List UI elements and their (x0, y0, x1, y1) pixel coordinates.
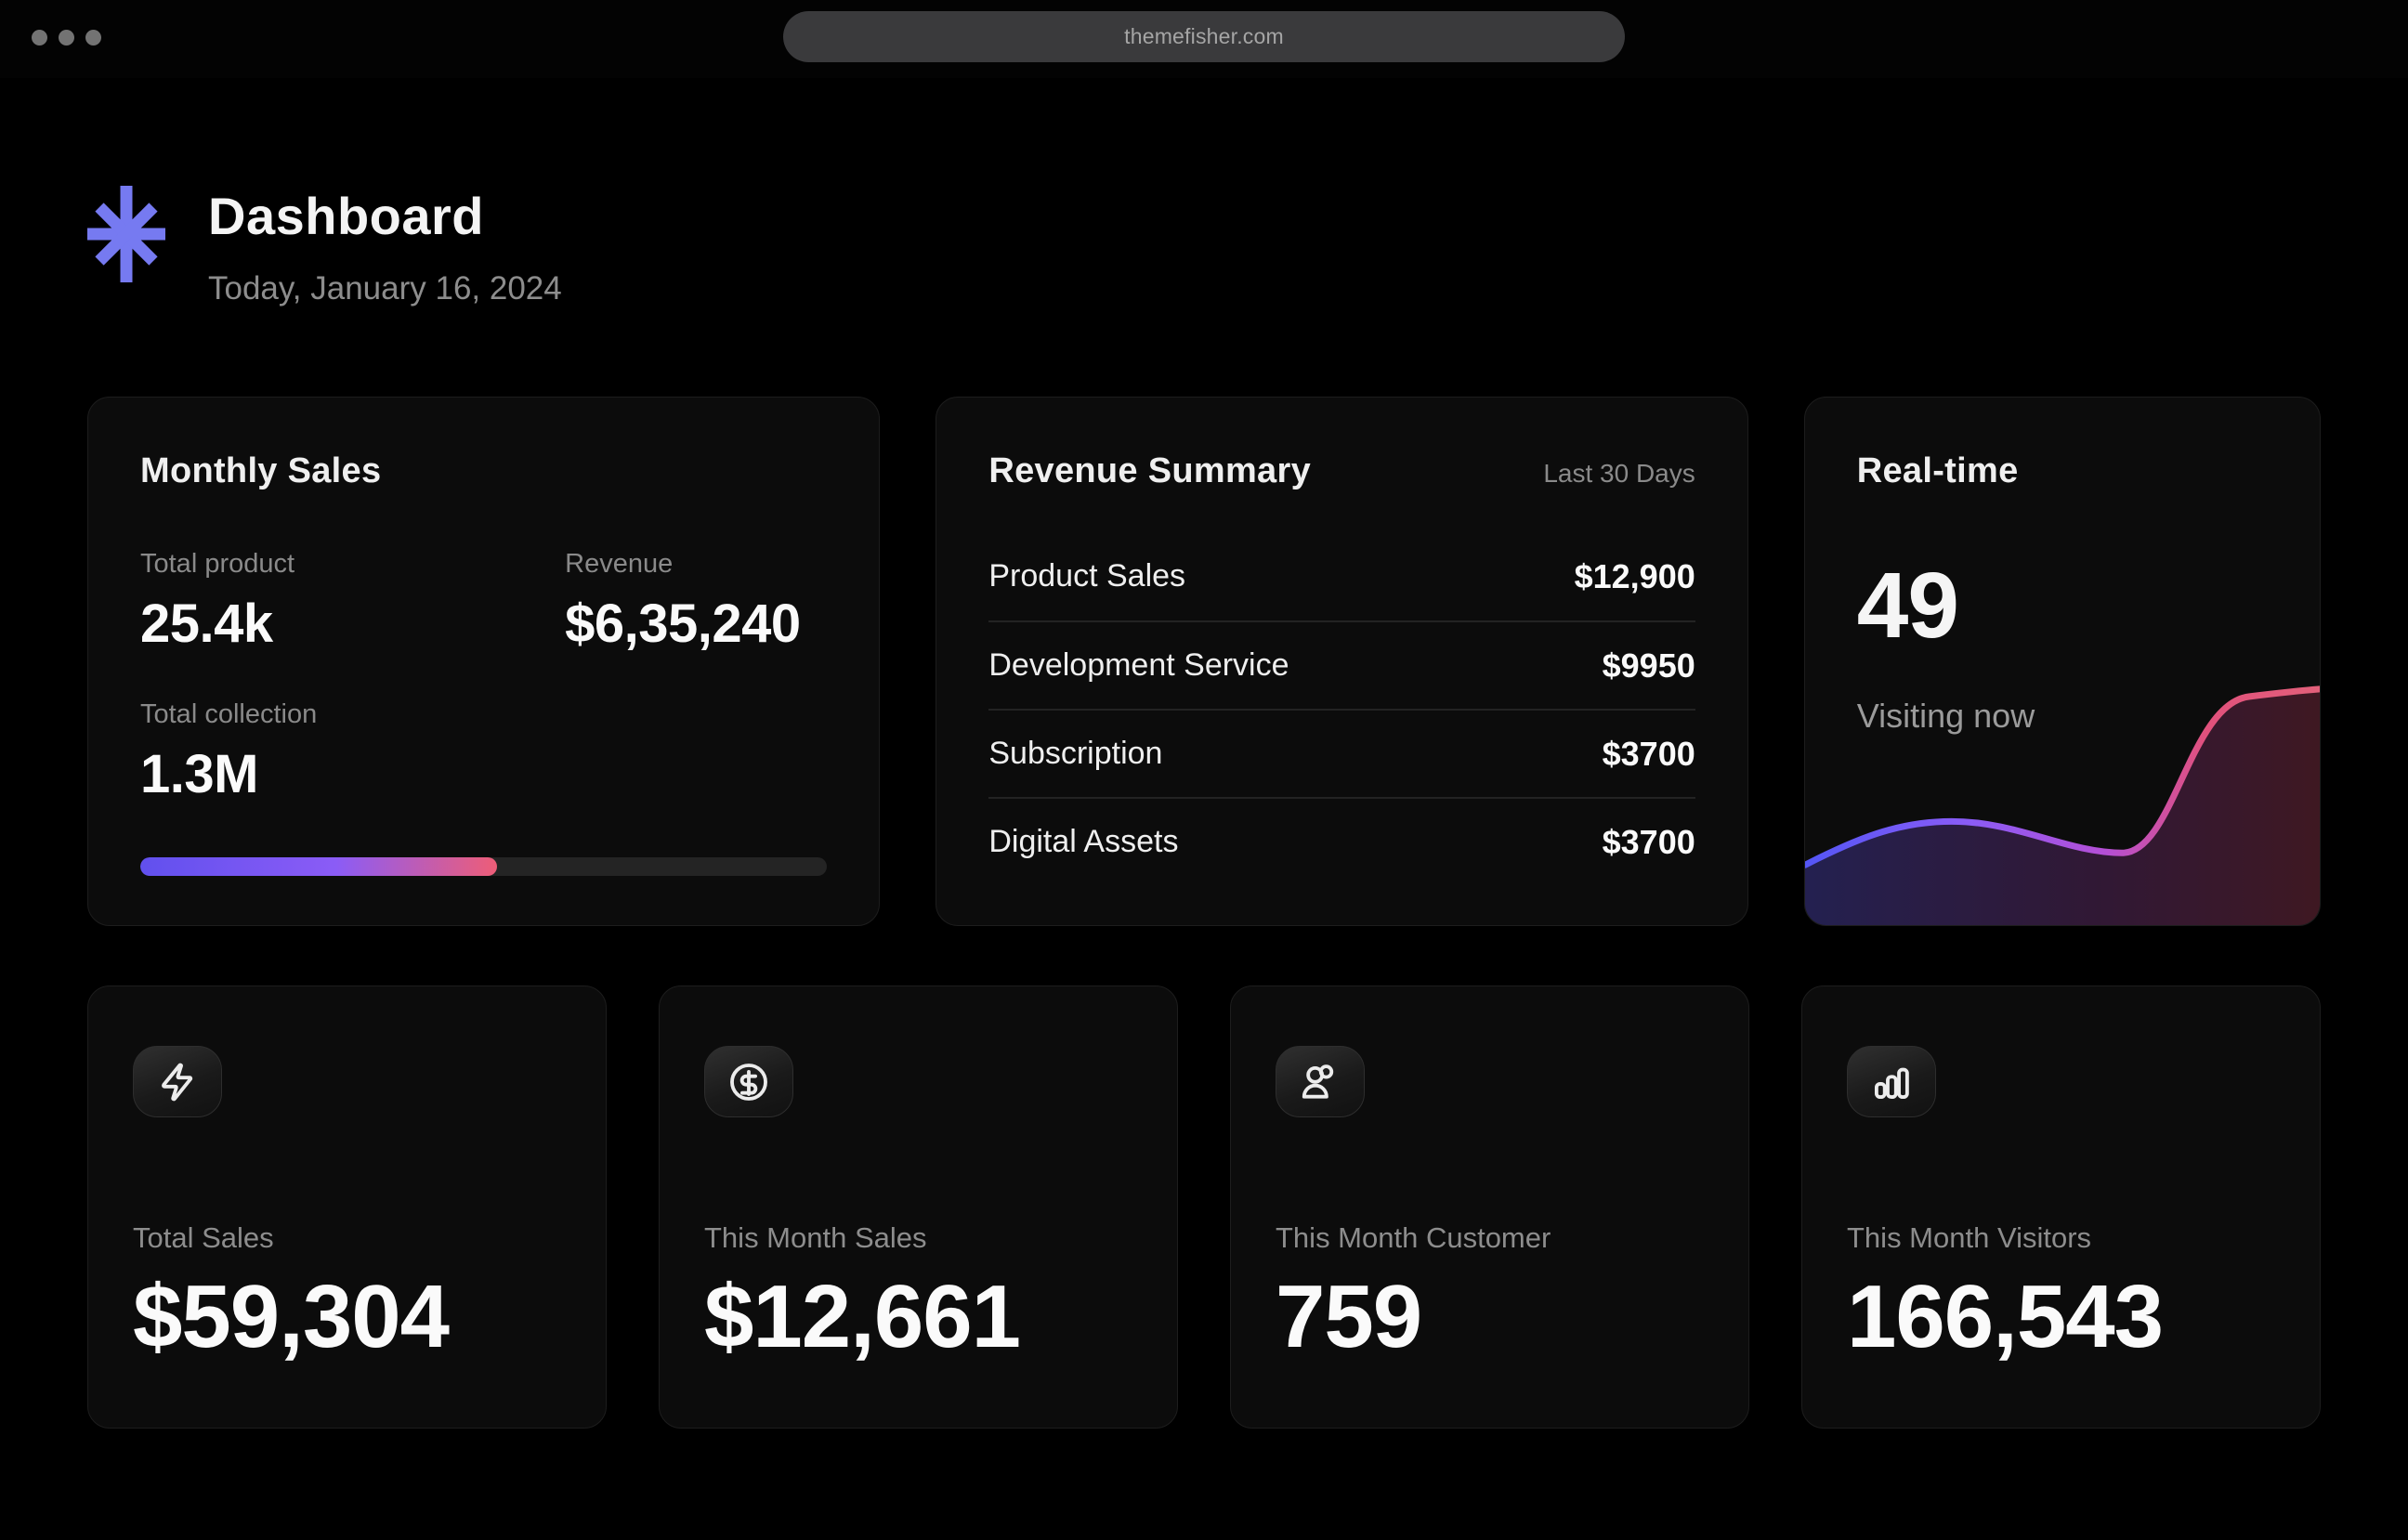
address-bar-url: themefisher.com (1124, 24, 1284, 48)
total-sales-label: Total Sales (133, 1221, 274, 1254)
bar-chart-icon (1874, 1067, 1909, 1099)
revenue-value: $6,35,240 (565, 594, 801, 654)
window-dot-close[interactable] (32, 30, 47, 46)
month-customer-icon-tile (1276, 1046, 1365, 1117)
total-sales-card: Total Sales $59,304 (87, 985, 607, 1429)
month-customer-value: 759 (1276, 1267, 1422, 1366)
month-visitors-value: 166,543 (1847, 1267, 2164, 1366)
revenue-metric: Revenue $6,35,240 (565, 549, 827, 655)
revenue-row-value: $9950 (1602, 646, 1695, 685)
top-card-row: Monthly Sales Total product 25.4k Revenu… (87, 397, 2321, 926)
total-product-metric: Total product 25.4k (140, 549, 565, 655)
month-visitors-card: This Month Visitors 166,543 (1801, 985, 2321, 1429)
total-collection-label: Total collection (140, 699, 318, 729)
revenue-summary-list: Product Sales $12,900 Development Servic… (988, 532, 1695, 885)
monthly-sales-card: Monthly Sales Total product 25.4k Revenu… (87, 397, 881, 926)
realtime-card: Real-time 49 Visiting now (1803, 397, 2321, 926)
collection-progress-bar (140, 857, 828, 876)
dashboard-page: Dashboard Today, January 16, 2024 Monthl… (0, 186, 2408, 1429)
window-dot-minimize[interactable] (59, 30, 74, 46)
lightning-icon (162, 1063, 193, 1101)
page-title: Dashboard (208, 187, 484, 245)
window-controls[interactable] (32, 30, 101, 46)
page-header: Dashboard Today, January 16, 2024 (87, 186, 2321, 307)
realtime-title: Real-time (1856, 451, 2019, 490)
month-sales-icon-tile (704, 1046, 793, 1117)
total-collection-value: 1.3M (140, 744, 258, 804)
revenue-row-label: Digital Assets (988, 824, 1179, 859)
revenue-row-value: $3700 (1602, 734, 1695, 773)
realtime-value: 49 (1856, 554, 1959, 658)
revenue-row-value: $12,900 (1574, 556, 1695, 595)
revenue-row-label: Subscription (988, 736, 1163, 771)
revenue-row-value: $3700 (1602, 822, 1695, 861)
month-visitors-icon-tile (1847, 1046, 1936, 1117)
month-sales-value: $12,661 (704, 1267, 1021, 1366)
users-icon (1302, 1064, 1334, 1099)
page-date: Today, January 16, 2024 (208, 270, 562, 307)
total-sales-value: $59,304 (133, 1267, 450, 1366)
dollar-circle-icon (730, 1063, 767, 1101)
revenue-row-development-service: Development Service $9950 (988, 620, 1695, 709)
month-visitors-label: This Month Visitors (1847, 1221, 2092, 1254)
monthly-sales-title: Monthly Sales (140, 451, 382, 490)
collection-progress-fill (140, 857, 498, 876)
month-sales-label: This Month Sales (704, 1221, 927, 1254)
revenue-row-digital-assets: Digital Assets $3700 (988, 797, 1695, 885)
total-collection-metric: Total collection 1.3M (140, 699, 827, 805)
realtime-area-chart (1804, 685, 2320, 925)
asterisk-logo-icon (87, 186, 165, 282)
revenue-summary-card: Revenue Summary Last 30 Days Product Sal… (936, 397, 1748, 926)
revenue-row-product-sales: Product Sales $12,900 (988, 532, 1695, 620)
total-sales-icon-tile (133, 1046, 222, 1117)
month-sales-card: This Month Sales $12,661 (659, 985, 1178, 1429)
revenue-summary-title: Revenue Summary (988, 451, 1312, 490)
total-product-label: Total product (140, 549, 295, 579)
realtime-label: Visiting now (1856, 697, 2035, 735)
bottom-card-row: Total Sales $59,304 This Month Sales $12… (87, 985, 2321, 1429)
revenue-label: Revenue (565, 549, 674, 579)
window-dot-maximize[interactable] (85, 30, 101, 46)
revenue-row-label: Development Service (988, 647, 1289, 683)
month-customer-card: This Month Customer 759 (1230, 985, 1749, 1429)
revenue-row-subscription: Subscription $3700 (988, 709, 1695, 797)
browser-topbar: themefisher.com (0, 0, 2408, 78)
address-bar[interactable]: themefisher.com (783, 11, 1625, 62)
month-customer-label: This Month Customer (1276, 1221, 1551, 1254)
revenue-row-label: Product Sales (988, 558, 1186, 594)
revenue-summary-period: Last 30 Days (1543, 459, 1695, 488)
total-product-value: 25.4k (140, 594, 273, 654)
